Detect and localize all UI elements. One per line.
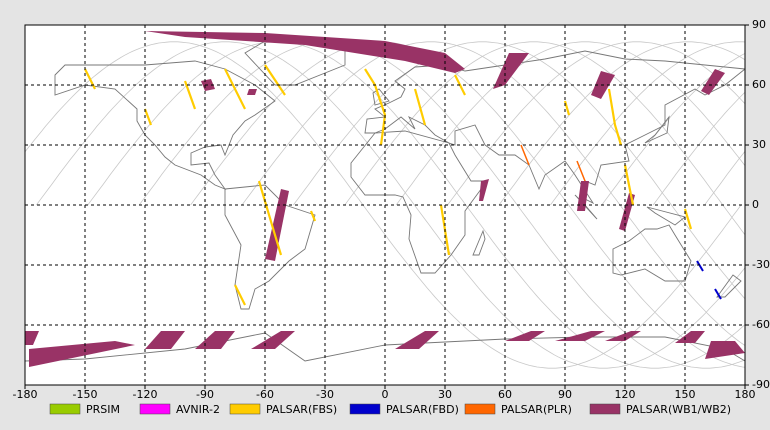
swath-wb <box>145 31 465 73</box>
legend-swatch <box>349 403 381 415</box>
swath-wb <box>705 341 745 359</box>
swath-plr <box>577 161 585 181</box>
orbit-track <box>550 42 770 368</box>
coastline <box>717 275 741 297</box>
swath-fbs <box>609 89 621 145</box>
swath-wb <box>605 331 641 341</box>
legend-label: PRSIM <box>86 403 120 416</box>
swath-wb <box>701 69 725 95</box>
legend-label: PALSAR(PLR) <box>501 403 572 416</box>
swath-fbs <box>625 165 633 205</box>
swath-wb <box>145 331 185 349</box>
swath-wb <box>395 331 439 349</box>
swath-fbs <box>565 101 569 115</box>
legend-label: PALSAR(FBD) <box>386 403 459 416</box>
coastline <box>373 89 389 105</box>
y-tick-label: -60 <box>752 318 770 331</box>
swath-fbs <box>365 69 375 85</box>
swath-fbs <box>85 69 95 89</box>
swath-wb <box>29 341 135 367</box>
y-tick-label: -30 <box>752 258 770 271</box>
orbit-track <box>448 42 770 368</box>
legend-swatch <box>49 403 81 415</box>
x-tick-label: -60 <box>256 388 274 401</box>
coastline <box>351 131 487 273</box>
y-tick-label: 30 <box>752 138 766 151</box>
swath-fbs <box>415 89 425 125</box>
y-tick-label: 60 <box>752 78 766 91</box>
swath-fbs <box>185 81 195 109</box>
x-tick-label: 90 <box>558 388 572 401</box>
coastline <box>473 231 485 255</box>
legend-swatch <box>139 403 171 415</box>
swath-wb <box>265 189 289 261</box>
x-tick-label: 150 <box>675 388 696 401</box>
swath-fbs <box>259 181 281 255</box>
swath-fbs <box>225 69 245 109</box>
swath-wb <box>493 53 529 89</box>
swath-fbs <box>145 109 151 125</box>
swath-wb <box>247 89 257 95</box>
swath-fbd <box>715 289 721 299</box>
swath-fbs <box>265 65 285 95</box>
legend-swatch <box>229 403 261 415</box>
x-tick-label: -120 <box>133 388 158 401</box>
x-tick-label: 180 <box>735 388 756 401</box>
y-tick-label: 90 <box>752 18 766 31</box>
legend-label: AVNIR-2 <box>176 403 220 416</box>
x-tick-label: 0 <box>382 388 389 401</box>
coastline <box>645 117 669 143</box>
x-tick-label: 60 <box>498 388 512 401</box>
orbit-track <box>396 42 770 368</box>
x-tick-label: -150 <box>73 388 98 401</box>
y-tick-label: -90 <box>752 378 770 391</box>
swath-fbs <box>311 211 315 221</box>
x-tick-label: -90 <box>196 388 214 401</box>
swath-fbd <box>697 261 703 271</box>
swath-wb <box>25 331 39 345</box>
orbit-track <box>602 42 770 368</box>
swath-wb <box>555 331 605 341</box>
swath-plr <box>521 145 529 165</box>
legend-label: PALSAR(FBS) <box>266 403 337 416</box>
x-tick-label: 120 <box>615 388 636 401</box>
x-tick-label: -180 <box>13 388 38 401</box>
coastline <box>647 207 685 225</box>
orbit-track <box>191 42 770 368</box>
x-tick-label: -30 <box>316 388 334 401</box>
swath-fbs <box>685 209 691 229</box>
swath-fbs <box>235 285 245 305</box>
y-tick-label: 0 <box>752 198 759 211</box>
swath-wb <box>251 331 295 349</box>
swath-wb <box>675 331 705 343</box>
legend-label: PALSAR(WB1/WB2) <box>626 403 731 416</box>
coastline <box>225 185 315 309</box>
coastline <box>613 225 691 281</box>
swath-wb <box>619 193 635 231</box>
x-tick-label: 30 <box>438 388 452 401</box>
swath-wb <box>505 331 545 341</box>
swath-wb <box>479 179 489 201</box>
legend-swatch <box>464 403 496 415</box>
legend-swatch <box>589 403 621 415</box>
swath-wb <box>577 181 589 211</box>
